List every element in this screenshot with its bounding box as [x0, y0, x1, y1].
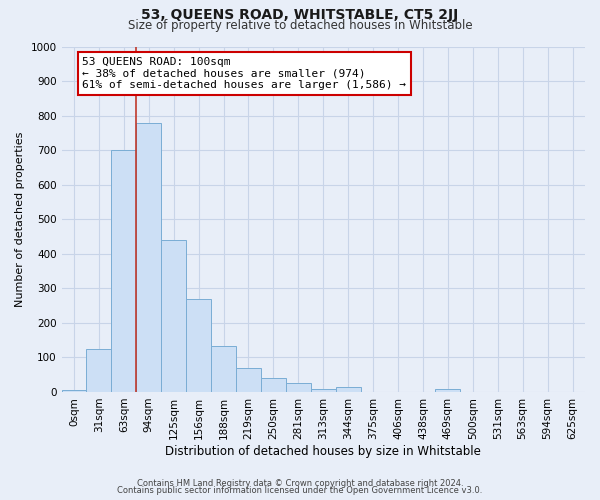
Y-axis label: Number of detached properties: Number of detached properties	[15, 132, 25, 307]
Text: Contains public sector information licensed under the Open Government Licence v3: Contains public sector information licen…	[118, 486, 482, 495]
Bar	[286, 384, 311, 392]
Bar	[112, 150, 136, 392]
Bar	[186, 298, 211, 392]
Bar	[211, 346, 236, 392]
X-axis label: Distribution of detached houses by size in Whitstable: Distribution of detached houses by size …	[166, 444, 481, 458]
Text: Size of property relative to detached houses in Whitstable: Size of property relative to detached ho…	[128, 18, 472, 32]
Text: 53 QUEENS ROAD: 100sqm
← 38% of detached houses are smaller (974)
61% of semi-de: 53 QUEENS ROAD: 100sqm ← 38% of detached…	[82, 57, 406, 90]
Bar	[336, 387, 361, 392]
Bar	[86, 349, 112, 392]
Bar	[436, 389, 460, 392]
Bar	[236, 368, 261, 392]
Text: Contains HM Land Registry data © Crown copyright and database right 2024.: Contains HM Land Registry data © Crown c…	[137, 478, 463, 488]
Bar	[136, 122, 161, 392]
Bar	[261, 378, 286, 392]
Bar	[311, 388, 336, 392]
Bar	[62, 390, 86, 392]
Bar	[161, 240, 186, 392]
Text: 53, QUEENS ROAD, WHITSTABLE, CT5 2JJ: 53, QUEENS ROAD, WHITSTABLE, CT5 2JJ	[142, 8, 458, 22]
